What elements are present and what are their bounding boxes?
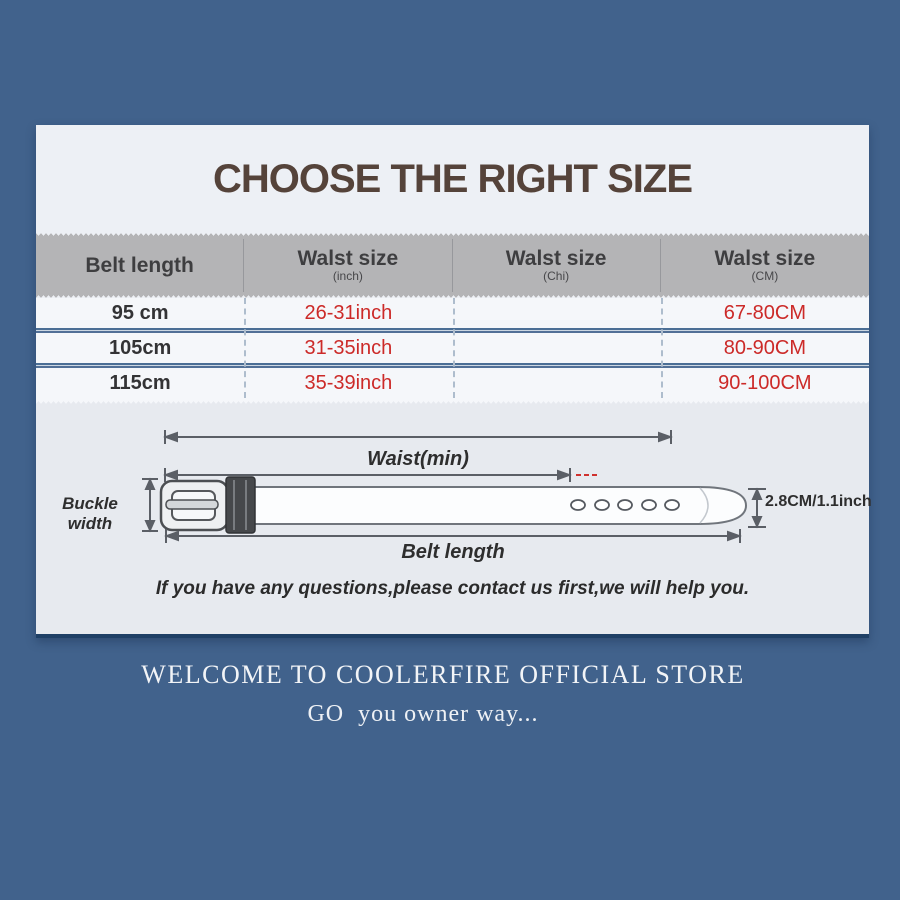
measure-line-top: [163, 430, 673, 444]
column-header-waist-cm: Walst size (CM): [661, 239, 869, 292]
column-header-label: Walst size: [505, 247, 607, 270]
measure-line-buckle-width: [142, 477, 158, 533]
size-chart-card: CHOOSE THE RIGHT SIZE Belt length Walst …: [36, 125, 872, 638]
cell-waist-cm: 80-90CM: [723, 336, 806, 359]
column-header-label: Walst size: [714, 247, 816, 270]
belt-measurement-diagram: Waist(min) Buckle width 2.8CM/1.1inch Be…: [36, 398, 872, 634]
store-welcome-text: WELCOME TO COOLERFIRE OFFICIAL STORE: [141, 660, 745, 689]
tip-width-label: 2.8CM/1.1inch: [765, 493, 872, 510]
column-header-belt-length: Belt length: [36, 239, 245, 292]
cell-waist-cm: 90-100CM: [718, 371, 812, 394]
belt-keeper: [225, 476, 256, 534]
column-divider: [660, 298, 663, 398]
store-slogan-text: GO you owner way...: [307, 701, 539, 727]
column-divider: [452, 298, 455, 398]
cell-waist-inch: 31-35inch: [304, 336, 393, 359]
column-divider: [244, 298, 247, 398]
cell-belt-length: 105cm: [108, 336, 172, 359]
column-header-label: Walst size: [297, 247, 399, 270]
cell-belt-length: 95 cm: [111, 301, 169, 324]
contact-note: If you have any questions,please contact…: [155, 578, 750, 599]
column-header-waist-inch: Walst size (inch): [244, 239, 453, 292]
belt-length-label: Belt length: [401, 541, 505, 563]
belt-illustration: [142, 430, 766, 543]
column-header-unit: (inch): [332, 269, 363, 283]
size-chart-title: CHOOSE THE RIGHT SIZE: [212, 157, 693, 201]
size-table-header: Belt length Walst size (inch) Walst size…: [36, 239, 869, 292]
belt-buckle: [159, 479, 230, 532]
table-bottom-perforation: [36, 398, 869, 404]
cell-belt-length: 115cm: [109, 371, 171, 394]
cell-waist-inch: 35-39inch: [304, 371, 393, 394]
belt-tip-seam: [699, 487, 709, 524]
column-header-unit: (Chi): [543, 269, 570, 283]
buckle-width-label: Buckle width: [62, 494, 118, 533]
belt-holes: [570, 499, 680, 511]
measure-line-tip-width: [748, 487, 766, 529]
measure-line-waist: [163, 468, 572, 482]
header-top-perforation: [36, 233, 869, 239]
header-bottom-perforation: [36, 292, 869, 298]
cell-waist-cm: 67-80CM: [723, 301, 806, 324]
cell-waist-inch: 26-31inch: [304, 301, 393, 324]
column-header-label: Belt length: [85, 253, 194, 277]
column-header-unit: (CM): [751, 269, 779, 283]
measure-line-belt-length: [164, 529, 742, 543]
belt-strap: [223, 486, 748, 525]
waist-min-label: Waist(min): [367, 448, 469, 470]
column-header-waist-chi: Walst size (Chi): [453, 239, 661, 292]
